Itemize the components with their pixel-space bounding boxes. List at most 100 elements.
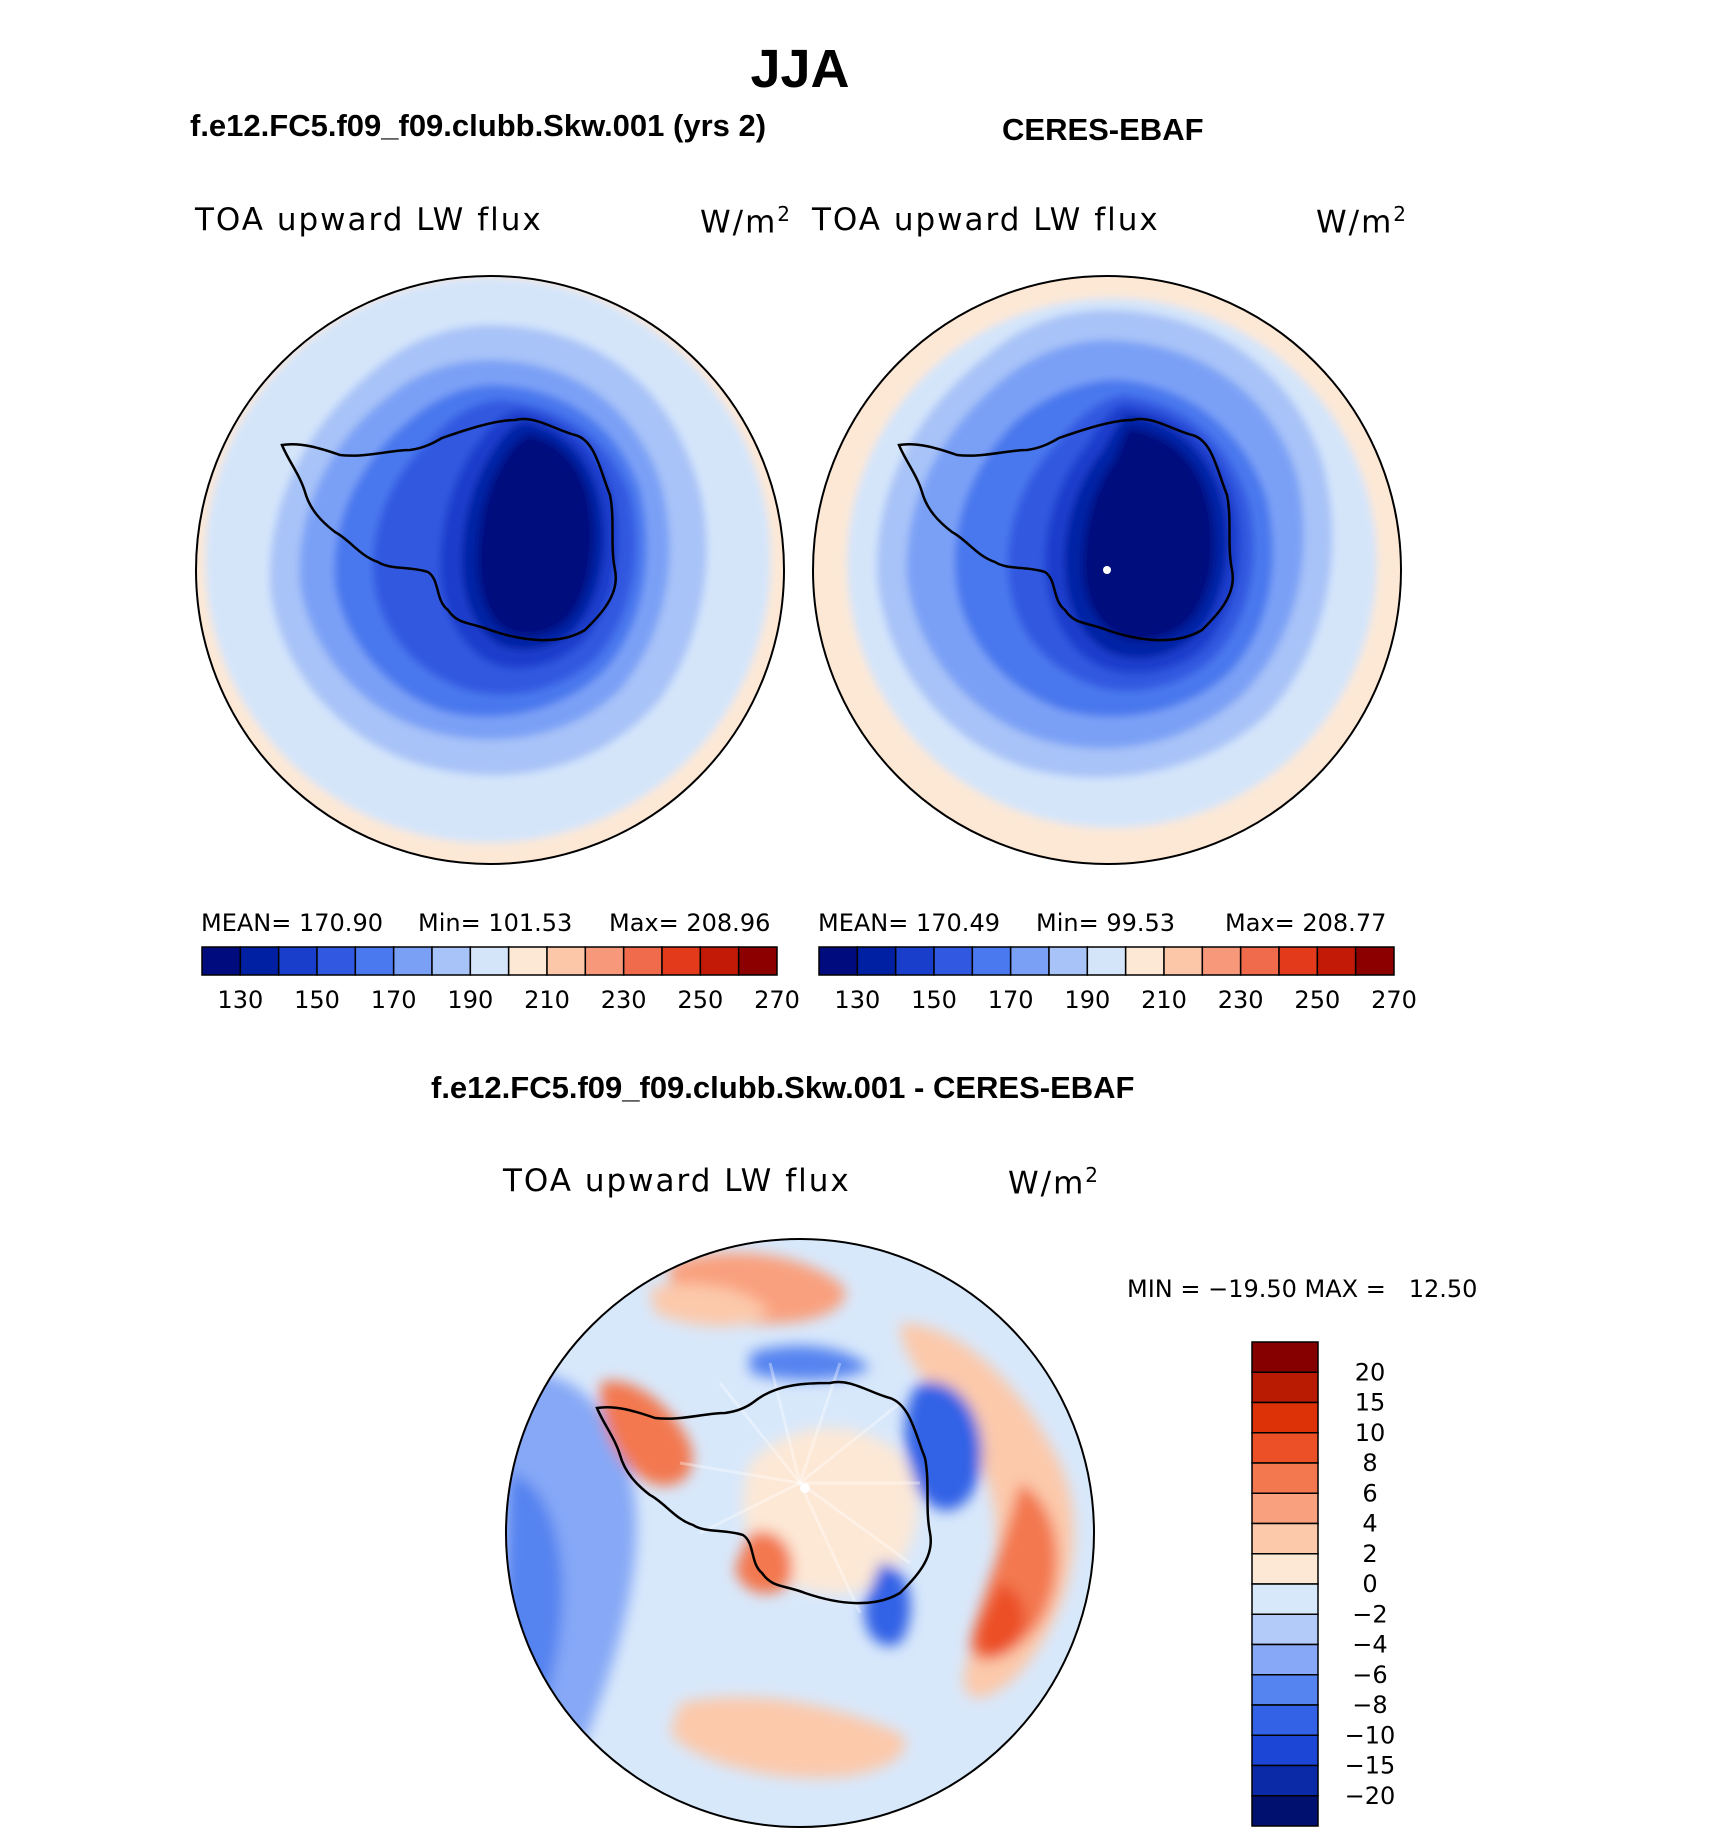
left-colorbar-swatch xyxy=(584,946,625,976)
left-colorbar-swatch xyxy=(622,946,663,976)
right-colorbar-swatch xyxy=(1009,946,1050,976)
right-polar-map xyxy=(812,275,1402,865)
right-colorbar-tick-label: 250 xyxy=(1294,986,1340,1014)
diff-colorbar-tick-label: −10 xyxy=(1345,1721,1396,1749)
left-colorbar-swatch xyxy=(354,946,395,976)
right-variable-label: TOA upward LW flux xyxy=(812,202,1160,238)
right-colorbar: 130 150 170 190 210 230 250 270 xyxy=(818,946,1417,1014)
diff-units-label: W/m2 xyxy=(1008,1163,1101,1202)
left-colorbar-tick-label: 130 xyxy=(217,986,263,1014)
right-colorbar-swatch xyxy=(933,946,974,976)
right-colorbar-swatch xyxy=(856,946,897,976)
left-colorbar-swatch xyxy=(546,946,587,976)
left-colorbar-swatch xyxy=(277,946,318,976)
left-mean-stat: MEAN= 170.90 xyxy=(201,909,383,937)
right-colorbar-swatch xyxy=(1048,946,1089,976)
diff-north-positive-light xyxy=(650,1284,770,1327)
diff-colorbar-swatch xyxy=(1251,1401,1319,1434)
diff-colorbar-swatch xyxy=(1251,1341,1319,1373)
left-colorbar-tick-label: 210 xyxy=(524,986,570,1014)
left-colorbar-swatch xyxy=(469,946,510,976)
right-colorbar-tick-label: 170 xyxy=(988,986,1034,1014)
diff-colorbar-swatch xyxy=(1251,1583,1319,1615)
diff-colorbar-tick-label: 20 xyxy=(1355,1358,1386,1386)
left-map-border xyxy=(195,275,785,865)
diff-map-border xyxy=(505,1238,1095,1828)
diff-colorbar-swatch xyxy=(1251,1674,1319,1706)
diff-colorbar-tick-label: −4 xyxy=(1352,1631,1387,1659)
right-colorbar-tick-label: 230 xyxy=(1218,986,1264,1014)
season-title: JJA xyxy=(750,39,850,99)
left-colorbar-tick-label: 150 xyxy=(294,986,340,1014)
right-antarctica-coastline xyxy=(897,417,1235,642)
diff-ross-positive xyxy=(735,1531,793,1594)
right-south-pole-marker xyxy=(1103,566,1111,574)
diff-colorbar-swatch xyxy=(1251,1643,1319,1676)
left-units-label: W/m2 xyxy=(700,202,793,241)
diff-colorbar-tick-label: 2 xyxy=(1362,1540,1377,1568)
diff-colorbar-swatch xyxy=(1251,1371,1319,1404)
right-map-border xyxy=(812,275,1402,865)
diff-southwest-negative xyxy=(506,1703,566,1827)
left-panel-title: f.e12.FC5.f09_f09.clubb.Skw.001 (yrs 2) xyxy=(190,108,767,143)
diff-peninsula-positive xyxy=(600,1381,693,1486)
left-colorbar-swatch xyxy=(201,946,242,976)
right-min-stat: Min= 99.53 xyxy=(1036,909,1176,937)
left-colorbar-tick-label: 230 xyxy=(601,986,647,1014)
diff-antarctica-coastline xyxy=(595,1380,933,1605)
diff-colorbar-tick-label: 4 xyxy=(1362,1510,1377,1538)
right-colorbar-swatch xyxy=(1354,946,1395,976)
diff-colorbar-tick-label: 15 xyxy=(1355,1389,1386,1417)
diff-colorbar-tick-label: −6 xyxy=(1352,1661,1387,1689)
right-colorbar-swatch xyxy=(1163,946,1204,976)
diff-panel-title: f.e12.FC5.f09_f09.clubb.Skw.001 - CERES-… xyxy=(431,1070,1135,1105)
right-units-label: W/m2 xyxy=(1316,202,1409,241)
right-colorbar-swatch xyxy=(818,946,859,976)
diff-colorbar-swatch xyxy=(1251,1462,1319,1494)
diff-coastal-negative xyxy=(750,1345,870,1380)
diff-colorbar-tick-label: −20 xyxy=(1345,1782,1396,1810)
right-colorbar-swatch xyxy=(894,946,935,976)
left-band-130 xyxy=(478,435,594,636)
right-max-stat: Max= 208.77 xyxy=(1225,909,1387,937)
diff-east-peak-positive xyxy=(976,1583,1026,1656)
diff-colorbar-tick-label: 8 xyxy=(1362,1449,1377,1477)
right-colorbar-tick-label: 210 xyxy=(1141,986,1187,1014)
diff-colorbar-swatch xyxy=(1251,1553,1319,1585)
diff-east-antarctica-negative xyxy=(905,1381,982,1511)
right-colorbar-swatch xyxy=(1278,946,1319,976)
left-colorbar-swatch xyxy=(431,946,472,976)
left-colorbar-swatch xyxy=(699,946,740,976)
diff-colorbar-tick-label: −15 xyxy=(1345,1752,1396,1780)
diff-colorbar-swatch xyxy=(1251,1432,1319,1464)
diff-minmax-stat: MIN = −19.50 MAX = 12.50 xyxy=(1127,1275,1478,1303)
diff-colorbar-swatch xyxy=(1251,1764,1319,1797)
left-colorbar-tick-label: 170 xyxy=(371,986,417,1014)
diff-colorbar-swatch xyxy=(1251,1613,1319,1646)
right-mean-stat: MEAN= 170.49 xyxy=(818,909,1000,937)
diff-polar-map xyxy=(505,1238,1095,1828)
left-colorbar-swatch xyxy=(661,946,702,976)
left-min-stat: Min= 101.53 xyxy=(418,909,573,937)
left-colorbar-tick-label: 250 xyxy=(677,986,723,1014)
left-colorbar-swatch xyxy=(392,946,433,976)
diff-colorbar-tick-label: 0 xyxy=(1362,1570,1377,1598)
right-colorbar-tick-label: 130 xyxy=(834,986,880,1014)
right-colorbar-swatch xyxy=(971,946,1012,976)
left-max-stat: Max= 208.96 xyxy=(609,909,771,937)
right-colorbar-swatch xyxy=(1124,946,1165,976)
diff-colorbar-tick-label: 10 xyxy=(1355,1419,1386,1447)
diff-colorbar-swatch xyxy=(1251,1522,1319,1555)
diff-colorbar-swatch xyxy=(1251,1704,1319,1736)
diff-colorbar-swatch xyxy=(1251,1492,1319,1525)
left-variable-label: TOA upward LW flux xyxy=(195,202,543,238)
right-panel-title: CERES-EBAF xyxy=(1002,112,1204,147)
left-colorbar-swatch xyxy=(239,946,280,976)
left-colorbar-swatch xyxy=(316,946,357,976)
diff-south-ring-positive xyxy=(670,1697,906,1778)
diff-wilkes-negative xyxy=(864,1563,911,1646)
left-colorbar-tick-label: 270 xyxy=(754,986,800,1014)
left-colorbar-tick-label: 190 xyxy=(447,986,493,1014)
diff-colorbar-swatch xyxy=(1251,1734,1319,1767)
